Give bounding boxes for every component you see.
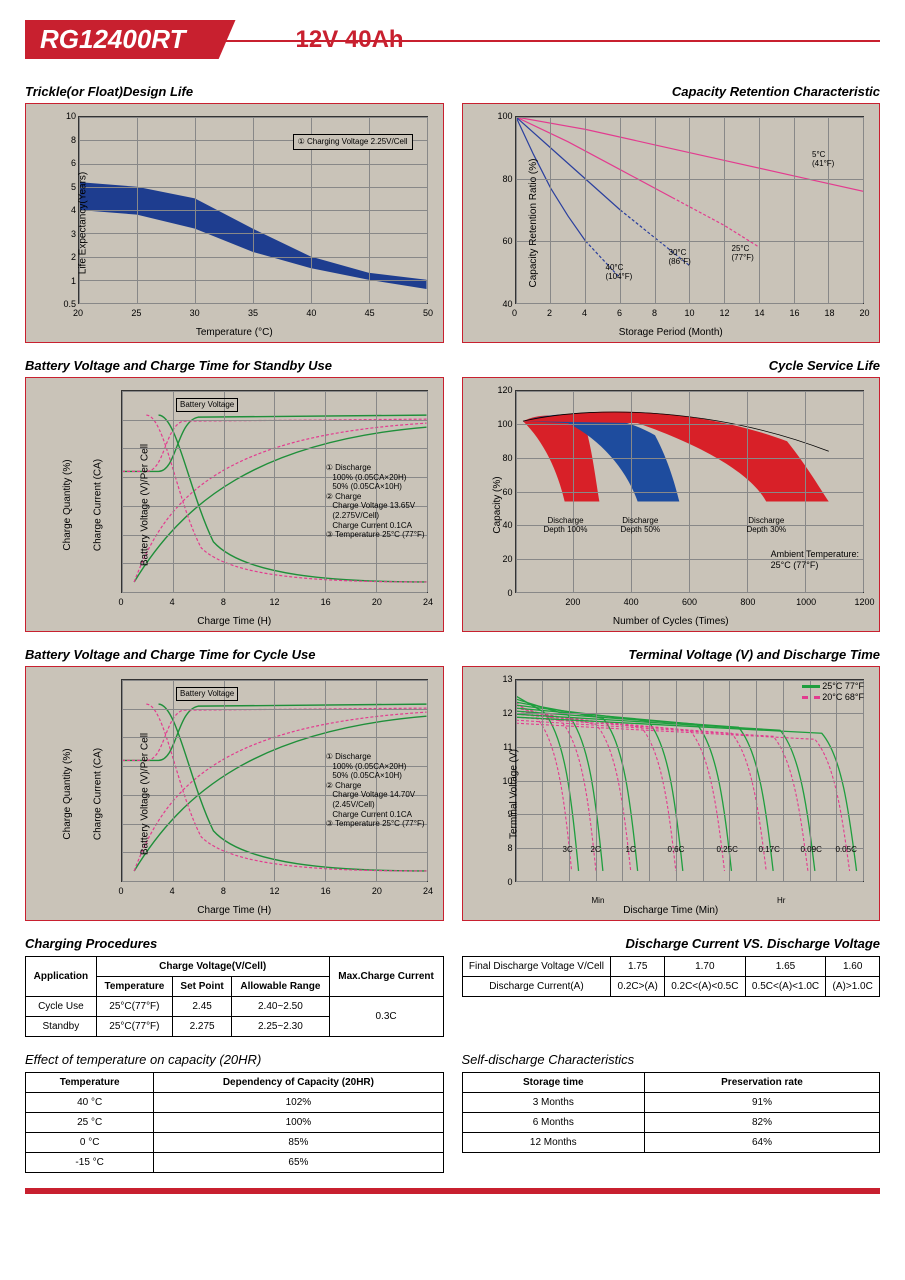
table-row: Final Discharge Voltage V/Cell 1.75 1.70… [462,957,880,977]
standby-y1: Charge Quantity (%) [62,459,73,550]
standby-y2: Charge Current (CA) [93,458,104,550]
header: RG12400RT 12V 40Ah [25,20,880,59]
temp-title: Effect of temperature on capacity (20HR) [25,1052,444,1067]
table-row: 3 Months91% [462,1093,880,1113]
terminal-legend: 25°C 77°F 20°C 68°F [802,681,864,703]
table-row: 6 Months82% [462,1113,880,1133]
standby-chart: Charge Quantity (%) Charge Current (CA) … [25,377,444,632]
terminal-xlabel: Discharge Time (Min) [623,905,718,916]
th-app: Application [26,957,97,997]
cc-y3: Battery Voltage (V)/Per Cell [140,732,151,854]
discharge-title: Discharge Current VS. Discharge Voltage [462,936,881,951]
charging-table: Application Charge Voltage(V/Cell) Max.C… [25,956,444,1037]
model-badge: RG12400RT [25,20,236,59]
th-temp: Temperature [96,977,172,997]
retention-ylabel: Capacity Retention Ratio (%) [527,159,538,288]
retention-title: Capacity Retention Characteristic [462,84,881,99]
th-mcc: Max.Charge Current [329,957,443,997]
self-title: Self-discharge Characteristics [462,1052,881,1067]
table-row: 40 °C102% [26,1093,444,1113]
cycle-life-title: Cycle Service Life [462,358,881,373]
retention-xlabel: Storage Period (Month) [619,327,723,338]
table-row: -15 °C65% [26,1153,444,1173]
cc-notes: ① Discharge 100% (0.05CA×20H) 50% (0.05C… [326,752,425,829]
cc-xlabel: Charge Time (H) [197,905,271,916]
th: Storage time [462,1073,645,1093]
cc-bv: Battery Voltage [176,687,238,701]
trickle-ylabel: Life Expectancy(Years) [78,172,89,274]
standby-xlabel: Charge Time (H) [197,616,271,627]
charging-title: Charging Procedures [25,936,444,951]
cycle-charge-title: Battery Voltage and Charge Time for Cycl… [25,647,444,662]
terminal-chart: Terminal Voltage (V) Discharge Time (Min… [462,666,881,921]
th: Dependency of Capacity (20HR) [154,1073,443,1093]
discharge-table: Final Discharge Voltage V/Cell 1.75 1.70… [462,956,881,997]
self-table: Storage time Preservation rate 3 Months9… [462,1072,881,1153]
header-spec: 12V 40Ah [296,26,404,54]
standby-notes: ① Discharge 100% (0.05CA×20H) 50% (0.05C… [326,463,425,540]
th: Preservation rate [645,1073,880,1093]
standby-bv: Battery Voltage [176,398,238,412]
cc-y2: Charge Current (CA) [93,747,104,839]
trickle-chart: Life Expectancy(Years) Temperature (°C) … [25,103,444,343]
table-row: Cycle Use 25°C(77°F) 2.45 2.40~2.50 0.3C [26,997,444,1017]
temp-table: Temperature Dependency of Capacity (20HR… [25,1072,444,1173]
cycle-life-chart: Capacity (%) Number of Cycles (Times) Am… [462,377,881,632]
footer-divider [25,1188,880,1194]
th-ar: Allowable Range [232,977,330,997]
standby-title: Battery Voltage and Charge Time for Stan… [25,358,444,373]
th-sp: Set Point [173,977,232,997]
retention-chart: Capacity Retention Ratio (%) Storage Per… [462,103,881,343]
standby-y3: Battery Voltage (V)/Per Cell [140,443,151,565]
table-row: 0 °C85% [26,1133,444,1153]
terminal-title: Terminal Voltage (V) and Discharge Time [462,647,881,662]
terminal-ylabel: Terminal Voltage (V) [508,748,519,838]
table-row: 25 °C100% [26,1113,444,1133]
th: Temperature [26,1073,154,1093]
trickle-title: Trickle(or Float)Design Life [25,84,444,99]
cycle-ambient: Ambient Temperature: 25°C (77°F) [771,549,859,571]
trickle-xlabel: Temperature (°C) [196,327,273,338]
table-row: Discharge Current(A) 0.2C>(A) 0.2C<(A)<0… [462,977,880,997]
trickle-annot: ① Charging Voltage 2.25V/Cell [293,134,413,150]
table-row: 12 Months64% [462,1133,880,1153]
th-cv: Charge Voltage(V/Cell) [96,957,329,977]
cycle-charge-chart: Charge Quantity (%) Charge Current (CA) … [25,666,444,921]
cc-y1: Charge Quantity (%) [62,748,73,839]
cycle-life-xlabel: Number of Cycles (Times) [613,616,729,627]
